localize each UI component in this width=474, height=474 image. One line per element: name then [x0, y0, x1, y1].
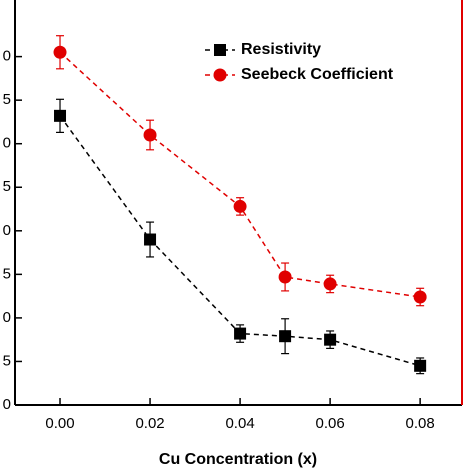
y-tick-label: 5 [3, 91, 11, 108]
series-line [59, 115, 421, 367]
y-tick-label: 0 [3, 396, 11, 413]
data-point [413, 290, 427, 304]
x-tick-label: 0.02 [135, 415, 164, 432]
y-tick-label: 0 [3, 309, 11, 326]
data-point [278, 270, 292, 284]
x-tick-label: 0.00 [45, 415, 74, 432]
y-tick-label: 0 [3, 135, 11, 152]
data-point [414, 359, 427, 372]
y-tick-label: 0 [3, 48, 11, 65]
y-tick-label: 0 [3, 222, 11, 239]
legend-label: Resistivity [241, 41, 321, 58]
data-point [279, 330, 292, 343]
data-point [234, 327, 247, 340]
data-point [54, 109, 67, 122]
legend-label: Seebeck Coefficient [241, 66, 394, 83]
y-tick-label: 5 [3, 352, 11, 369]
y-tick-label: 5 [3, 178, 11, 195]
x-tick-label: 0.04 [225, 415, 254, 432]
x-tick-label: 0.08 [406, 415, 435, 432]
legend-marker [213, 68, 227, 82]
data-point [323, 277, 337, 291]
series-line [59, 51, 421, 298]
x-tick-label: 0.06 [316, 415, 345, 432]
y-tick-label: 5 [3, 265, 11, 282]
data-point [144, 233, 157, 246]
legend-marker [214, 44, 226, 56]
data-point [143, 128, 157, 142]
data-point [324, 333, 337, 346]
data-point [233, 199, 247, 213]
x-axis-title: Cu Concentration (x) [159, 451, 317, 468]
data-point [53, 45, 67, 59]
